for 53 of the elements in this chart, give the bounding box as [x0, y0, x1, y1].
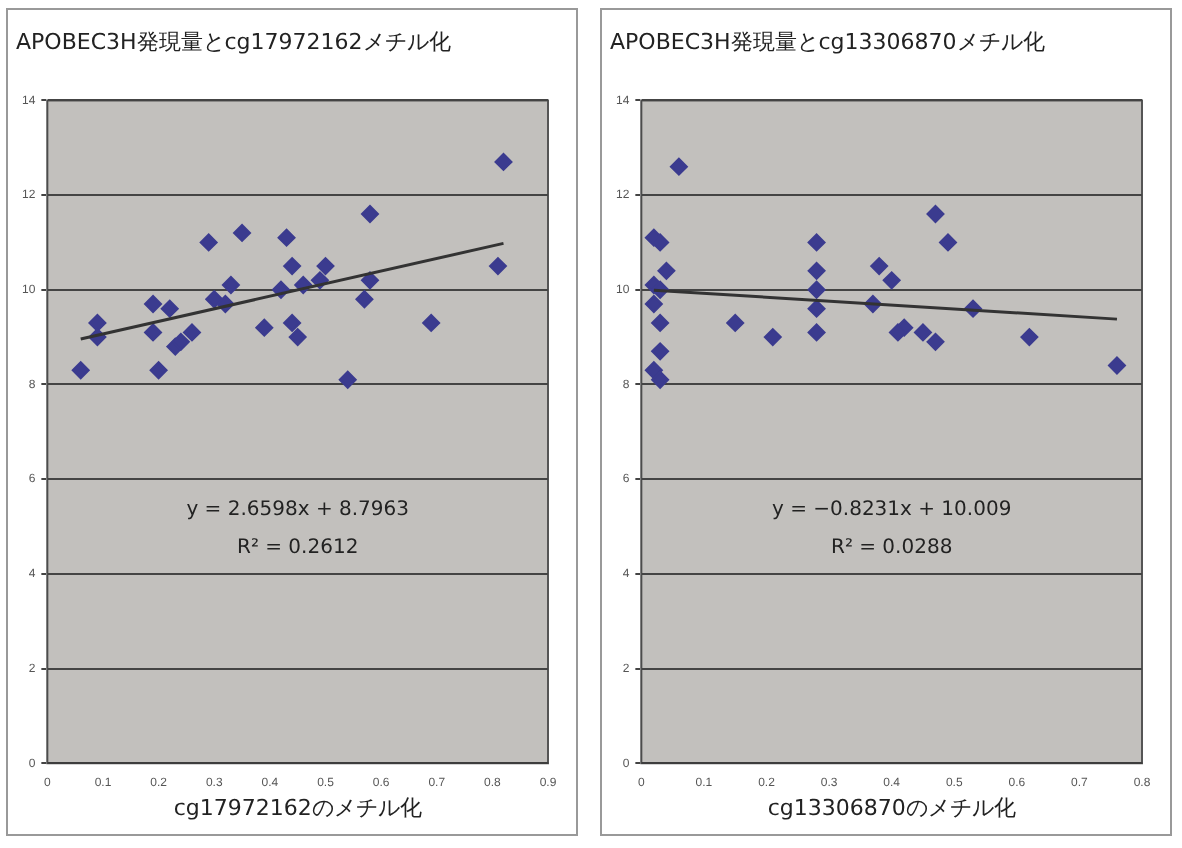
point [726, 313, 745, 332]
point [913, 323, 932, 342]
point [651, 370, 670, 389]
chart-title: APOBEC3H発現量とcg17972162メチル化 [16, 28, 451, 55]
point [763, 328, 782, 347]
chart-title: APOBEC3H発現量とcg13306870メチル化 [610, 28, 1045, 55]
point [160, 299, 179, 318]
point [182, 323, 201, 342]
point [807, 233, 826, 252]
point [1107, 356, 1126, 375]
point [255, 318, 274, 337]
x-axis-title: cg13306870のメチル化 [767, 794, 1016, 821]
point [644, 294, 663, 313]
point [807, 280, 826, 299]
point [71, 361, 90, 380]
point [360, 205, 379, 224]
annotation: y = −0.8231x + 10.009 [772, 498, 1012, 521]
point [360, 271, 379, 290]
point [316, 257, 335, 276]
point [283, 313, 302, 332]
point [1020, 328, 1039, 347]
x-axis-title: cg17972162のメチル化 [173, 794, 422, 821]
point [882, 271, 901, 290]
point [939, 233, 957, 252]
point [283, 257, 302, 276]
annotation: R² = 0.0288 [830, 536, 953, 559]
point [199, 233, 218, 252]
point [657, 261, 676, 280]
point [870, 257, 889, 276]
point [233, 223, 252, 242]
annotation: y = 2.6598x + 8.7963 [186, 498, 409, 521]
point [651, 342, 670, 361]
point [669, 157, 688, 176]
point [494, 152, 513, 171]
point [144, 294, 163, 313]
point [926, 205, 945, 224]
point [807, 323, 826, 342]
point [221, 276, 240, 295]
point [488, 257, 507, 276]
point [422, 313, 441, 332]
point [807, 299, 826, 318]
point [355, 290, 374, 309]
point [644, 361, 663, 380]
point [288, 328, 307, 347]
point [807, 261, 826, 280]
point [277, 228, 296, 247]
point [651, 313, 670, 332]
point [338, 370, 357, 389]
point [88, 313, 107, 332]
point [149, 361, 168, 380]
point [144, 323, 163, 342]
annotation: R² = 0.2612 [236, 536, 359, 559]
point [926, 332, 945, 351]
